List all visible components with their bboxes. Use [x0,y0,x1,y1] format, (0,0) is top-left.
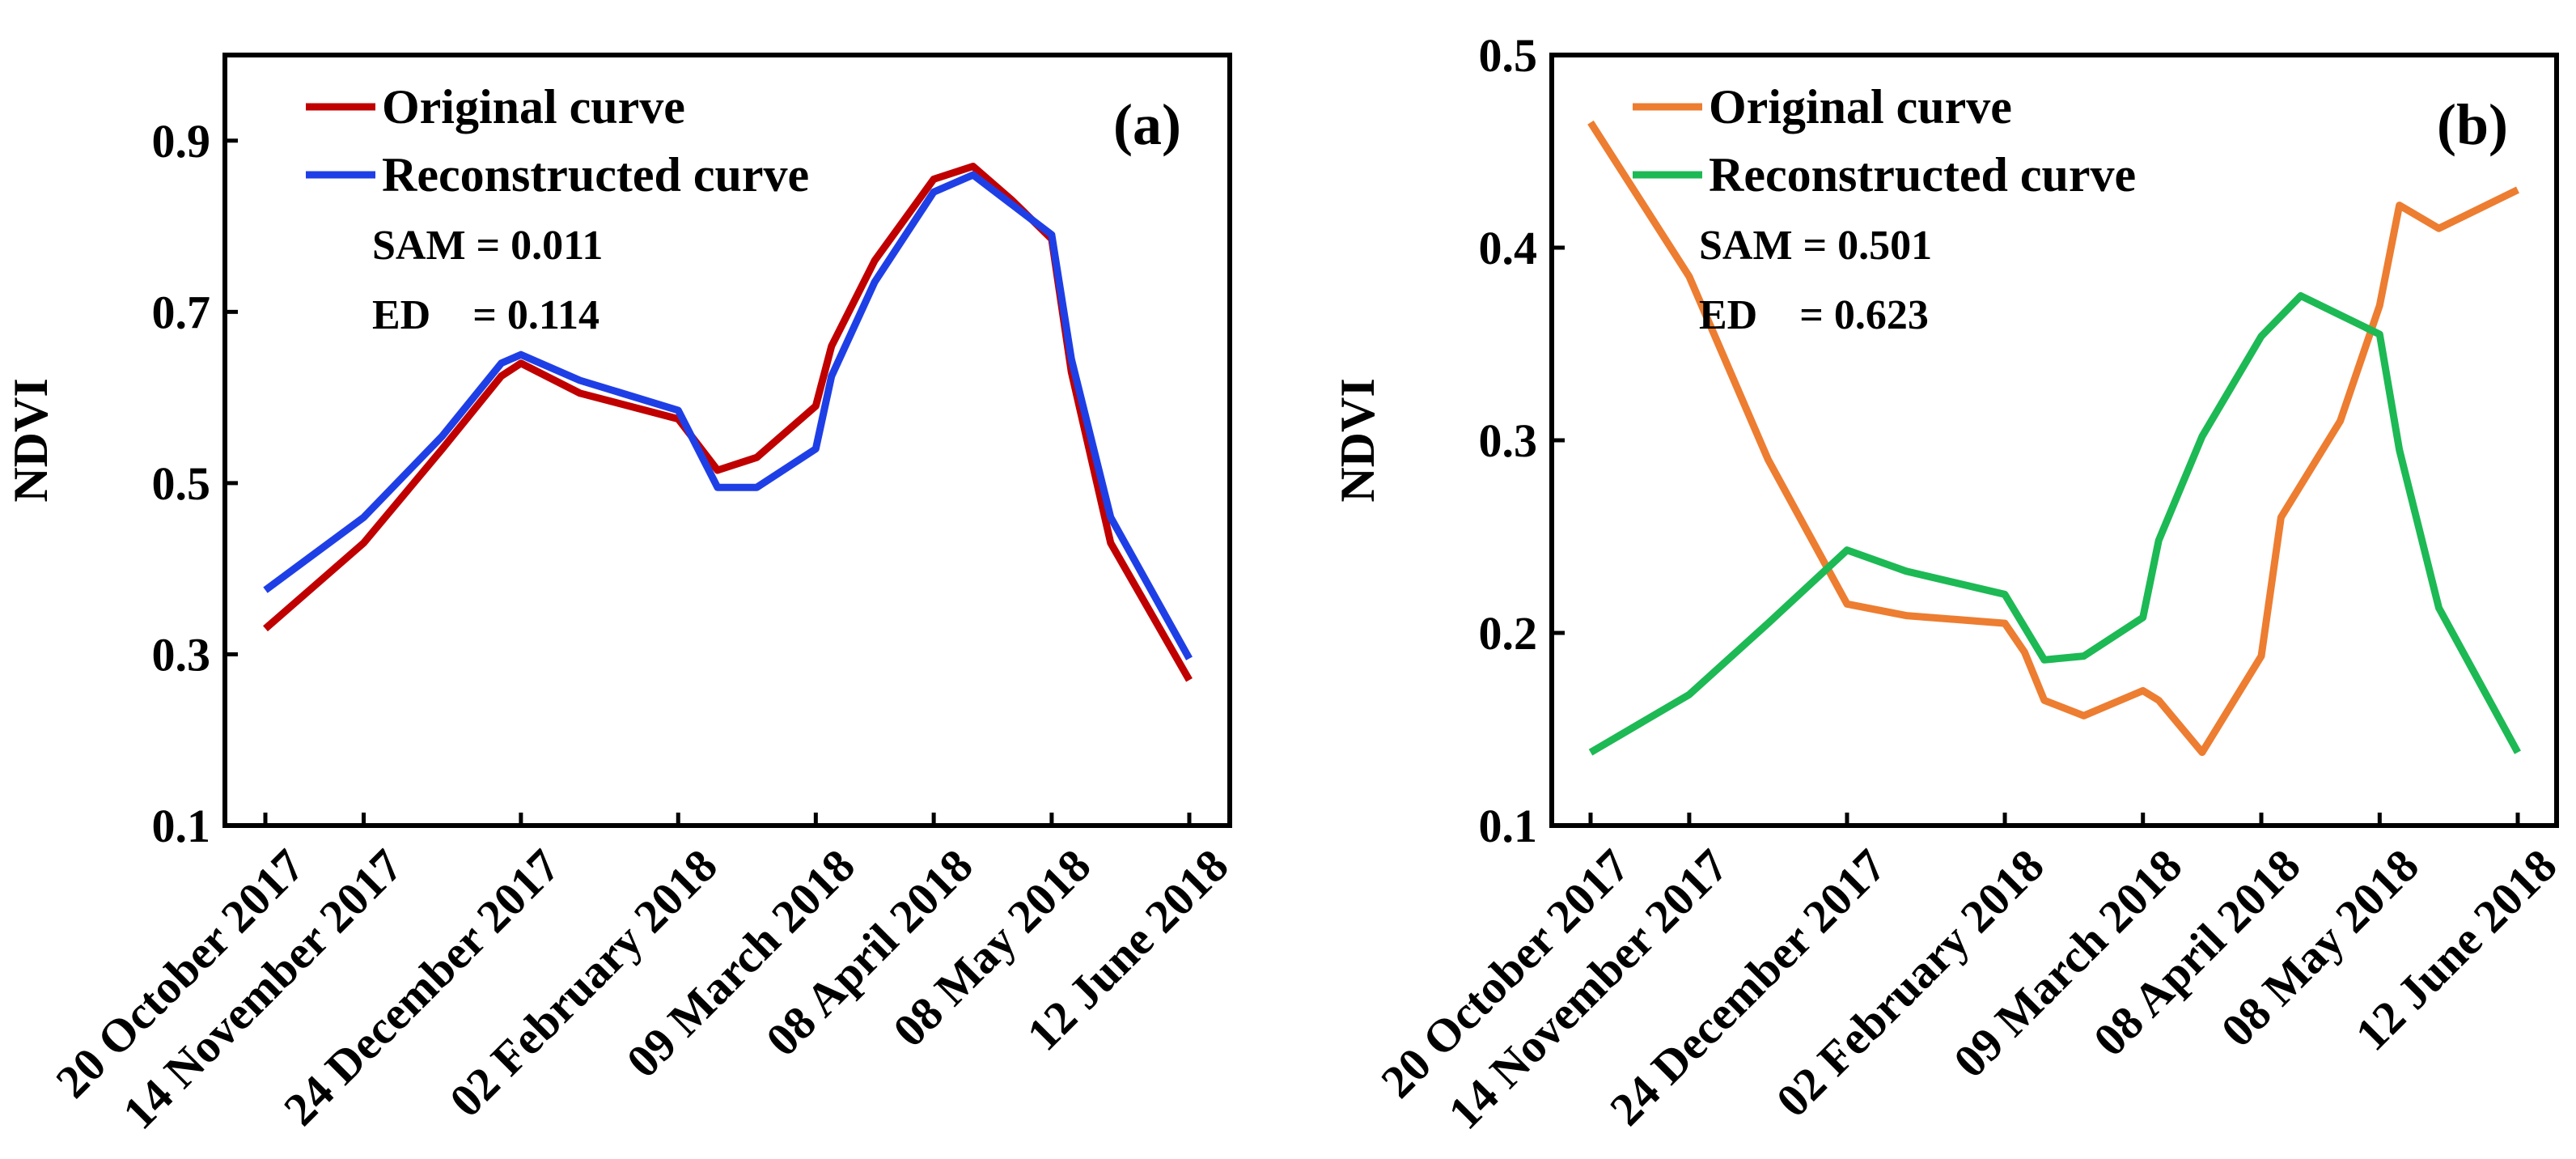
legend-label: Original curve [1709,80,2012,134]
y-tick-label: 0.4 [1479,222,1538,274]
sam-annotation: SAM = 0.011 [372,223,603,269]
panel-tag: (b) [2437,92,2508,157]
ed-annotation: ED = 0.114 [372,292,600,338]
y-axis-label: NDVI [4,378,57,502]
y-tick-label: 0.7 [152,286,211,338]
y-tick-label: 0.1 [1479,800,1538,852]
y-tick-label: 0.3 [152,628,211,681]
sam-annotation: SAM = 0.501 [1699,223,1932,269]
series-line-reconstructed [1588,292,2521,756]
panel-tag: (a) [1113,92,1181,157]
series-line-original [1587,120,2519,757]
y-tick-label: 0.9 [152,115,211,168]
ed-annotation: ED = 0.623 [1699,292,1929,338]
legend-label: Reconstructed curve [382,148,809,202]
y-tick-label: 0.5 [152,457,211,510]
legend-label: Reconstructed curve [1709,148,2136,202]
y-tick-label: 0.5 [1479,29,1538,82]
y-tick-label: 0.1 [152,800,211,852]
x-tick-label: 08 April 2018 [2083,839,2311,1067]
y-tick-label: 0.2 [1479,607,1538,660]
y-tick-label: 0.3 [1479,414,1538,467]
x-tick-label: 08 April 2018 [756,839,983,1067]
legend-label: Original curve [382,80,685,134]
series-line-reconstructed [263,171,1193,660]
x-tick-label: 24 December 2017 [273,839,570,1136]
y-axis-label: NDVI [1331,378,1384,502]
plot-frame [222,53,1232,828]
x-tick-label: 24 December 2017 [1599,839,1896,1136]
